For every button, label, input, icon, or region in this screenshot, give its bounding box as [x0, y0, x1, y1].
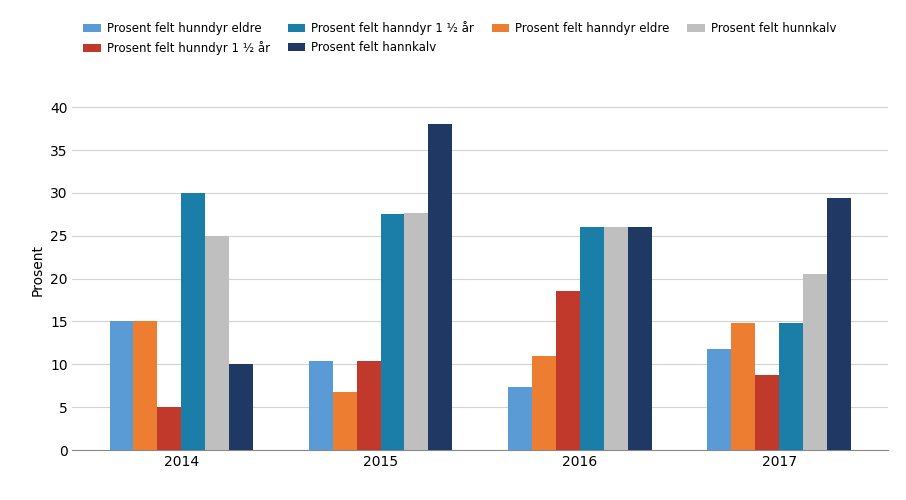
Bar [404, 214, 429, 450]
Bar [708, 349, 731, 450]
Bar [429, 124, 452, 450]
Y-axis label: Prosent: Prosent [31, 244, 44, 296]
Bar [110, 322, 133, 450]
Bar [229, 364, 253, 450]
Bar [803, 274, 827, 450]
Bar [756, 376, 779, 450]
Bar [309, 361, 333, 450]
Legend: Prosent felt hunndyr eldre, Prosent felt hunndyr 1 ½ år, Prosent felt hanndyr 1 : Prosent felt hunndyr eldre, Prosent felt… [79, 16, 842, 60]
Bar [779, 323, 803, 450]
Bar [181, 193, 205, 450]
Bar [333, 392, 357, 450]
Bar [508, 388, 532, 450]
Bar [731, 323, 756, 450]
Bar [580, 227, 603, 450]
Bar [205, 236, 229, 450]
Bar [628, 227, 651, 450]
Bar [357, 361, 381, 450]
Bar [603, 227, 628, 450]
Bar [133, 322, 158, 450]
Bar [556, 290, 580, 450]
Bar [532, 356, 556, 450]
Bar [381, 214, 404, 450]
Bar [827, 198, 851, 450]
Bar [158, 407, 181, 450]
